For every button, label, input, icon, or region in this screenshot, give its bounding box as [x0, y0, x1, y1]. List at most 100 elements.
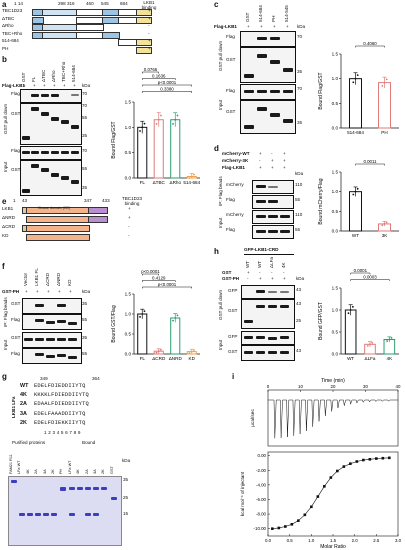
y-tick-label: 0.0: [332, 352, 339, 357]
bar: [378, 82, 391, 129]
h-col-0: WT: [245, 260, 250, 268]
construct-e-name: ΔCRD: [2, 224, 16, 229]
h-blot-gst-pd: [241, 299, 295, 329]
data-point: [174, 317, 177, 319]
g-lane-label: 2K: [51, 469, 55, 474]
x-tick-label: 4K: [387, 356, 394, 361]
construct-a-mark: +: [148, 8, 151, 13]
itc-point: [310, 505, 313, 509]
panel-label-h: h: [214, 247, 219, 256]
c-blot-gst-input: [240, 100, 296, 134]
bar: [137, 313, 148, 355]
x-tick-label: FL: [140, 356, 146, 361]
panel-label-d: d: [214, 144, 219, 153]
c-kda-1: 35: [297, 69, 303, 74]
c-row-label-2: Flag: [226, 88, 235, 93]
y-tick-label: 0.5: [332, 101, 339, 106]
itc-top-ylabel: μcal/sec: [250, 409, 256, 427]
data-point: [157, 118, 160, 121]
h-row-label-1: GST: [228, 308, 238, 313]
y-tick-label: 0.0: [332, 126, 339, 131]
b-kda-5: 55: [82, 166, 88, 171]
bar: [344, 309, 357, 355]
data-point: [190, 350, 193, 353]
c-blot-gst-pd: [240, 47, 296, 83]
f-row-label-0: GST: [11, 301, 21, 306]
f-hdr-1: LKB1 FL: [34, 268, 39, 286]
itc-point: [388, 456, 391, 460]
data-point: [354, 190, 357, 193]
d-row-name: mCherry-3K: [222, 158, 249, 163]
panel-label-e: e: [2, 197, 7, 206]
y-tick-label: 1.5: [125, 100, 132, 105]
h-gst-2: -: [271, 270, 273, 275]
data-point: [388, 338, 391, 341]
g-lane-label: 3A: [93, 469, 97, 474]
itc-x-tick-label: 0.0: [265, 538, 272, 543]
b-flag-1: +: [33, 83, 36, 88]
g-gel: [8, 476, 122, 546]
h-title: GFP-LKB1-CRD: [244, 247, 279, 252]
y-tick-label: 0.0: [125, 352, 132, 357]
p-value: 0.0001: [354, 268, 368, 273]
b-side-pulldown: GST pull down: [3, 103, 8, 134]
itc-point: [355, 460, 359, 463]
c-flag-3: +: [286, 24, 289, 29]
data-point: [155, 123, 158, 125]
construct-a-mark: -: [148, 23, 150, 28]
y-axis-label: Bound GST/Flag: [111, 305, 117, 342]
d-row-val: +: [259, 165, 262, 170]
f-blot-gst-ip: [22, 298, 82, 314]
c-col-3: 514-545: [284, 5, 289, 22]
data-point: [160, 348, 162, 351]
itc-point: [381, 456, 385, 460]
itc-y-tick-label: -4.00: [256, 482, 267, 487]
g-lane-label: 2K: [101, 469, 106, 474]
h-gst-1: -: [259, 270, 261, 275]
itc-point: [290, 523, 294, 526]
itc-y-tick-label: -8.00: [256, 512, 267, 517]
construct-a-domain: [102, 31, 120, 39]
itc-fit-line: [272, 457, 390, 529]
itc-x-tick-label: 0.5: [287, 538, 294, 543]
y-tick-label: 0.0: [332, 229, 339, 234]
x-tick-label: ΔCRD: [152, 356, 166, 361]
x-tick-label: WT: [352, 233, 359, 238]
d-row-val: +: [271, 165, 274, 170]
p-value: 0.3380: [160, 87, 174, 92]
b-flag-3: +: [53, 83, 56, 88]
y-tick-label: 1.0: [332, 308, 339, 313]
data-point: [369, 343, 371, 346]
f-hdr-2: ΔCRD: [45, 272, 50, 286]
d-kda-header: kDa: [295, 171, 304, 176]
data-point: [193, 349, 195, 352]
b-blot-gst-input: [20, 160, 82, 196]
g-seq-name: 2K: [20, 419, 27, 426]
b-flag-2: +: [43, 83, 46, 88]
itc-y-tick-label: -6.00: [256, 497, 267, 502]
b-row-label-1: GST: [11, 111, 21, 116]
d-row-val: +: [259, 151, 262, 156]
itc-bottom-ylabel: kcal mol⁻¹ of injectant: [240, 471, 245, 516]
d-row-label-2: mCherry: [226, 212, 244, 217]
g-seq: EDAALFDIEDDIIYTQ: [34, 401, 89, 408]
h-gst-3: -: [283, 270, 285, 275]
bar: [349, 78, 362, 129]
data-point: [366, 345, 369, 347]
f-kda-2: 35: [82, 335, 88, 340]
g-header-purified: Purified proteins: [12, 440, 46, 445]
construct-a-domain: [32, 16, 44, 24]
y-axis-label: Bound Flag/GST: [318, 72, 324, 109]
data-point: [381, 224, 384, 227]
c-col-1: 514-684: [258, 5, 263, 22]
f-gst-ph-0: +: [25, 289, 28, 294]
data-point: [385, 221, 388, 224]
g-pos-0: 349: [40, 376, 48, 381]
d-blot-flag-input: [252, 225, 294, 239]
d-row-label-3: Flag: [226, 227, 235, 232]
b-col-4: TBC+Rho: [61, 61, 66, 82]
g-header-bound: Bound: [82, 440, 96, 445]
data-point: [351, 305, 354, 308]
itc-thermogram: [268, 399, 398, 439]
construct-a-name: ΔTBC: [2, 15, 15, 21]
